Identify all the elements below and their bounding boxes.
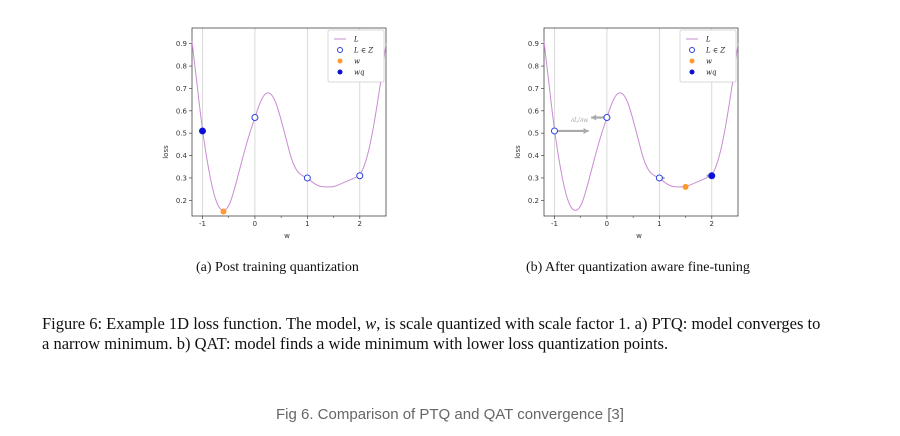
legend-label-1: L ∈ Z: [705, 47, 725, 55]
y-tick-label: 0.5: [176, 130, 187, 138]
legend-wq-swatch: [689, 69, 695, 75]
y-tick-label: 0.6: [176, 107, 188, 115]
y-tick-label: 0.4: [176, 152, 188, 160]
legend-label-2: w: [354, 58, 360, 66]
wq-point: [708, 172, 715, 179]
y-tick-label: 0.7: [528, 85, 539, 93]
y-tick-label: 0.2: [528, 197, 539, 205]
y-tick-label: 0.2: [176, 197, 187, 205]
y-tick-label: 0.8: [176, 63, 187, 71]
legend-label-0: L: [353, 36, 359, 44]
x-tick-label: 2: [358, 220, 362, 228]
caption-line-2: a narrow minimum. b) QAT: model finds a …: [42, 334, 669, 353]
integer-point-1: [251, 114, 259, 122]
y-tick-label: 0.3: [176, 174, 187, 182]
legend-wq-swatch: [337, 69, 343, 75]
wq-point: [199, 127, 206, 135]
plot-frame: [191, 27, 387, 217]
caption-line-1: Figure 6: Example 1D loss function. The …: [42, 314, 821, 333]
legend-label-3: wq: [706, 69, 717, 77]
gradient-arrowhead-1: [591, 114, 597, 121]
subcaption-b: (b) After quantization aware fine-tuning: [526, 260, 750, 275]
y-tick-label: 0.3: [528, 174, 539, 182]
legend-hollow-swatch: [337, 47, 343, 53]
y-tick-label: 0.7: [176, 85, 187, 93]
x-tick-label: -1: [551, 220, 558, 228]
plot-panel-a: 0.2 0.3 0.4 0.5 0.6 0.7 0.8 0.9 -1 0 1 2 w loss L L ∈ Z…: [162, 27, 387, 240]
w-point: [682, 183, 689, 190]
y-axis-label: loss: [514, 145, 522, 159]
legend-label-3: wq: [354, 69, 365, 77]
integer-point-0: [550, 127, 558, 135]
legend-w-swatch: [689, 58, 695, 64]
legend-label-2: w: [706, 58, 712, 66]
integer-point-2: [655, 174, 663, 182]
legend-box: [679, 29, 737, 83]
y-tick-label: 0.6: [528, 107, 540, 115]
y-tick-label: 0.9: [528, 40, 539, 48]
gradient-label: ∂L/∂w: [571, 117, 589, 124]
x-axis-label: w: [636, 232, 642, 240]
y-tick-label: 0.4: [528, 152, 540, 160]
x-axis-label: w: [284, 232, 290, 240]
plot-panel-b: 0.2 0.3 0.4 0.5 0.6 0.7 0.8 0.9 -1 0 1 2 w loss ∂L/∂w L…: [514, 27, 739, 240]
legend-label-0: L: [705, 36, 711, 44]
x-tick-label: 1: [657, 220, 661, 228]
y-tick-label: 0.5: [528, 130, 539, 138]
plot-frame: [543, 27, 739, 217]
legend-hollow-swatch: [689, 47, 695, 53]
figure-caption: Figure 6: Example 1D loss function. The …: [42, 314, 820, 354]
x-tick-label: 2: [710, 220, 714, 228]
legend-w-swatch: [337, 58, 343, 64]
w-point: [220, 208, 227, 215]
y-tick-label: 0.8: [528, 63, 539, 71]
integer-point-2: [303, 174, 311, 182]
gradient-arrowhead-0: [583, 127, 589, 134]
integer-point-1: [603, 114, 611, 122]
legend-label-1: L ∈ Z: [353, 47, 373, 55]
legend-box: [327, 29, 385, 83]
y-tick-label: 0.9: [176, 40, 187, 48]
web-caption: Fig 6. Comparison of PTQ and QAT converg…: [276, 406, 624, 423]
x-tick-label: -1: [199, 220, 206, 228]
x-tick-label: 1: [305, 220, 309, 228]
integer-point-3: [356, 172, 364, 180]
y-axis-label: loss: [162, 145, 170, 159]
loss-curve: [543, 41, 739, 211]
x-tick-label: 0: [253, 220, 257, 228]
subcaption-a: (a) Post training quantization: [196, 260, 359, 275]
x-tick-label: 0: [605, 220, 609, 228]
